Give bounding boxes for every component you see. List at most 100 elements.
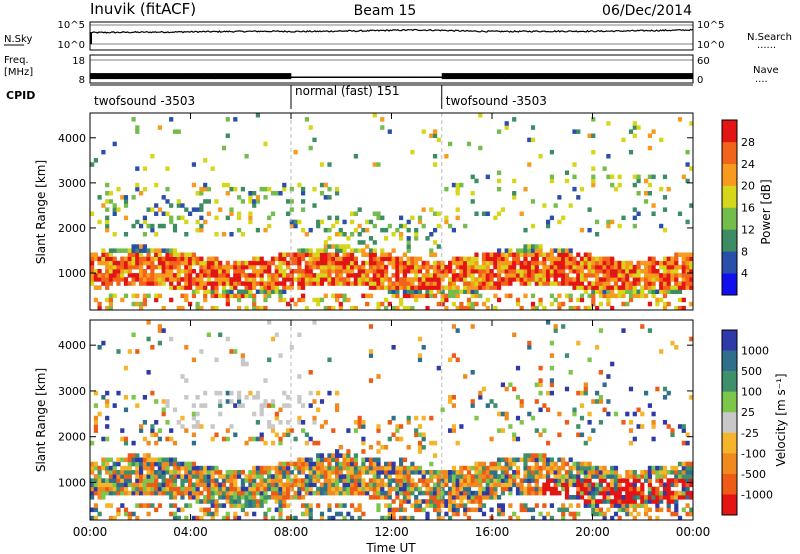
power-cell xyxy=(105,264,110,270)
power-cell xyxy=(289,207,294,212)
power-cell xyxy=(353,273,358,278)
velocity-cell xyxy=(90,470,95,475)
power-cell xyxy=(568,203,573,208)
power-cell xyxy=(372,277,377,282)
power-cell xyxy=(335,186,340,192)
velocity-cell xyxy=(538,457,543,463)
power-cell xyxy=(191,162,196,167)
power-cell xyxy=(195,305,200,311)
velocity-cell xyxy=(252,511,257,517)
power-cell xyxy=(395,277,400,282)
velocity-cell xyxy=(237,390,242,396)
power-cell xyxy=(293,149,298,155)
power-cell xyxy=(451,285,456,290)
power-cell xyxy=(391,273,396,278)
velocity-cell xyxy=(384,495,389,500)
power-cell xyxy=(301,297,306,303)
velocity-cell xyxy=(120,490,125,496)
power-cell xyxy=(399,277,404,282)
velocity-cell xyxy=(180,374,185,379)
power-cell xyxy=(613,260,619,266)
power-cell xyxy=(527,269,532,274)
velocity-cell xyxy=(606,507,611,513)
power-cell xyxy=(184,256,189,262)
power-cell xyxy=(176,264,181,270)
velocity-cell xyxy=(169,478,174,483)
power-cell xyxy=(203,182,208,188)
power-cell xyxy=(191,252,196,257)
velocity-cell xyxy=(538,474,543,479)
power-cell xyxy=(372,264,377,270)
velocity-cell xyxy=(376,482,381,488)
velocity-cell xyxy=(455,503,460,508)
power-cell xyxy=(561,281,566,286)
velocity-cell xyxy=(538,378,543,383)
power-cell xyxy=(135,244,140,249)
velocity-cell xyxy=(655,515,660,521)
power-cell xyxy=(636,281,641,286)
velocity-cell xyxy=(542,428,547,433)
freq-frame xyxy=(89,54,694,84)
power-cell xyxy=(293,252,298,257)
freq-segment xyxy=(429,76,443,78)
power-cell xyxy=(474,269,479,274)
velocity-cell xyxy=(399,465,404,471)
velocity-cell xyxy=(591,495,596,500)
velocity-cell xyxy=(666,486,671,492)
velocity-cell xyxy=(681,461,686,467)
power-cell xyxy=(564,273,570,278)
power-cell xyxy=(406,248,411,253)
power-cell xyxy=(500,256,505,262)
power-cell xyxy=(553,248,558,253)
velocity-cell xyxy=(659,499,664,504)
power-cell xyxy=(685,281,690,286)
velocity-cell xyxy=(353,490,358,496)
velocity-cell xyxy=(448,495,453,500)
power-cell xyxy=(564,264,570,270)
power-cell xyxy=(301,269,306,274)
velocity-cell xyxy=(387,507,392,513)
power-cell xyxy=(165,277,170,282)
velocity-cell xyxy=(316,503,321,508)
velocity-cell xyxy=(689,470,694,475)
freq-segment xyxy=(579,73,593,80)
freq-panel: 18 8 60 0 Freq. [MHz] Nave .... xyxy=(4,54,779,86)
velocity-cell xyxy=(632,482,637,488)
power-cell xyxy=(681,297,686,303)
power-cell xyxy=(112,273,117,278)
velocity-cell xyxy=(564,482,570,488)
velocity-cell xyxy=(621,328,626,333)
power-cell xyxy=(180,203,185,208)
power-cell xyxy=(508,264,513,270)
velocity-cell xyxy=(399,499,404,504)
power-cell xyxy=(579,260,585,266)
velocity-cell xyxy=(165,478,170,483)
power-cell xyxy=(481,273,487,278)
velocity-cell xyxy=(282,465,287,471)
power-cell xyxy=(312,252,317,257)
power-cell xyxy=(583,277,588,282)
velocity-cell xyxy=(670,465,675,471)
power-colorbar-swatch xyxy=(722,207,737,230)
power-cell xyxy=(135,248,140,253)
velocity-cell xyxy=(602,470,607,475)
velocity-cell xyxy=(214,507,219,513)
velocity-cell xyxy=(248,478,253,483)
velocity-cell xyxy=(252,478,257,483)
velocity-cell xyxy=(561,324,566,329)
velocity-cell xyxy=(123,490,129,496)
power-cell xyxy=(666,289,671,294)
power-cell xyxy=(135,252,140,257)
velocity-cell xyxy=(640,470,645,475)
power-cell xyxy=(105,260,110,266)
velocity-cell xyxy=(481,474,487,479)
velocity-cell xyxy=(500,474,505,479)
velocity-cell xyxy=(221,490,227,496)
power-cell xyxy=(485,252,490,257)
power-cell xyxy=(399,260,404,266)
power-cell xyxy=(361,264,366,270)
power-cell xyxy=(670,269,675,274)
power-cell xyxy=(380,256,385,262)
power-cell xyxy=(579,264,585,270)
power-cell xyxy=(308,252,313,257)
